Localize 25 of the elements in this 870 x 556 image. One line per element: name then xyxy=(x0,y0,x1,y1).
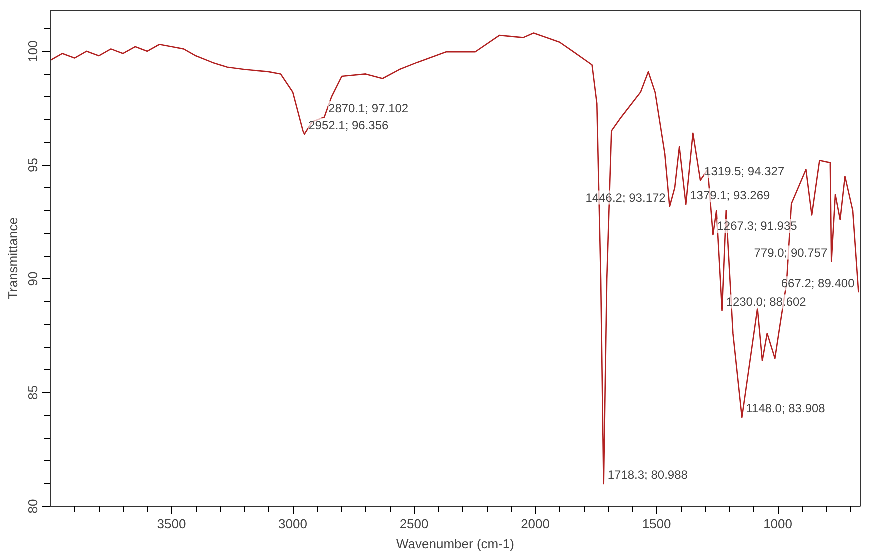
y-tick-label: 100 xyxy=(26,40,40,62)
annotation: 1446.2; 93.172 xyxy=(586,190,666,205)
y-tick-label: 90 xyxy=(26,272,40,286)
y-tick-label: 85 xyxy=(26,386,40,400)
line-series xyxy=(50,32,860,485)
annotation: 1267.3; 91.935 xyxy=(717,218,798,233)
y-axis-title: Transmittance xyxy=(6,218,20,300)
annotation: 1718.3; 80.988 xyxy=(608,468,688,482)
annotation: 779.0; 90.757 xyxy=(754,246,828,260)
annotation: 667.2; 89.400 xyxy=(781,276,856,291)
annotation: 1148.0; 83.908 xyxy=(746,402,826,416)
x-tick-label: 2000 xyxy=(521,516,550,532)
x-tick-label: 2500 xyxy=(400,516,429,532)
x-axis-title: Wavenumber (cm-1) xyxy=(396,536,514,552)
annotation: 2952.1; 96.356 xyxy=(308,118,390,132)
x-tick-label: 3000 xyxy=(278,516,308,532)
x-tick-label: 3500 xyxy=(157,516,186,532)
y-tick-label: 80 xyxy=(26,499,40,514)
x-tick-label: 1000 xyxy=(764,516,793,532)
y-tick-label: 95 xyxy=(26,158,40,172)
x-tick-label: 1500 xyxy=(642,516,672,532)
annotation: 2870.1; 97.102 xyxy=(328,101,409,116)
annotation: 1230.0; 88.602 xyxy=(726,294,807,309)
annotation: 1319.5; 94.327 xyxy=(704,164,785,179)
annotation: 1379.1; 93.269 xyxy=(690,188,771,203)
